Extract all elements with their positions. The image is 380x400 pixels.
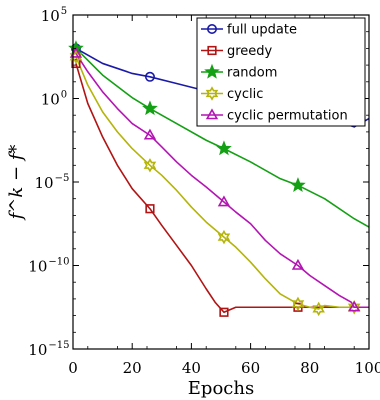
legend-item-cyclic: cyclic (201, 86, 263, 102)
y-tick-exponent: −15 (48, 340, 69, 351)
x-tick-label: 0 (68, 359, 78, 377)
y-tick-label: 10 −15 (28, 340, 69, 359)
legend-label: full update (227, 23, 297, 38)
x-tick-label: 40 (182, 359, 201, 377)
data-point-greedy (71, 58, 81, 69)
legend-marker (207, 23, 218, 34)
x-tick-label: 80 (300, 359, 319, 377)
y-tick-exponent: 0 (61, 90, 67, 101)
series-line-cyclic-permutation (75, 52, 369, 309)
legend-marker (205, 108, 219, 120)
y-tick-base: 10 (28, 341, 47, 359)
y-tick-label: 10 −5 (35, 173, 70, 192)
legend-marker (205, 86, 219, 101)
legend-item-cyclic-permutation: cyclic permutation (201, 108, 348, 124)
legend-label: random (227, 66, 277, 81)
y-tick-base: 10 (28, 258, 47, 276)
y-tick-exponent: −10 (48, 257, 69, 268)
legend-label: cyclic permutation (227, 109, 348, 124)
legend-item-greedy: greedy (201, 44, 273, 59)
legend-item-random: random (201, 63, 277, 81)
legend-label: cyclic (227, 87, 263, 102)
y-axis-title: f^k − f* (6, 145, 27, 222)
y-tick-label: 10 −10 (28, 257, 69, 276)
legend-label: greedy (227, 44, 273, 59)
data-point-random (142, 100, 158, 116)
data-point-cyclic (312, 301, 325, 317)
legend-item-full-update: full update (201, 23, 297, 38)
data-point-cyclic-permutation (348, 300, 361, 312)
data-point-cyclic (143, 158, 157, 173)
y-tick-exponent: 5 (61, 6, 67, 17)
series-line-cyclic (75, 56, 369, 310)
x-tick-label: 20 (123, 359, 142, 377)
data-point-cyclic-permutation (291, 258, 305, 270)
y-tick-label: 10 0 (41, 90, 67, 109)
data-point-cyclic (291, 296, 305, 312)
data-point-cyclic (347, 300, 361, 315)
y-tick-label: 10 5 (41, 6, 67, 25)
y-tick-exponent: −5 (55, 173, 70, 184)
legend: full update greedy random cyclic cyclic perm… (196, 17, 366, 127)
data-point-cyclic (217, 229, 231, 245)
data-point-greedy (145, 204, 155, 214)
x-tick-label: 60 (241, 359, 260, 377)
y-tick-base: 10 (41, 91, 60, 109)
data-point-random (216, 140, 232, 156)
data-point-cyclic (69, 49, 83, 64)
data-point-random (290, 177, 306, 192)
data-point-full-update (144, 71, 155, 82)
data-point-cyclic-permutation (217, 195, 231, 207)
legend-marker (207, 45, 217, 56)
data-point-cyclic-permutation (143, 128, 157, 140)
data-point-greedy (219, 307, 229, 317)
legend-marker (204, 63, 220, 79)
x-tick-label: 100 (355, 359, 380, 377)
x-tick-labels: 0 20 40 60 80 100 (68, 359, 380, 377)
y-tick-base: 10 (35, 174, 54, 192)
legend-box (196, 17, 366, 127)
x-axis-title: Epochs (188, 378, 254, 399)
y-tick-base: 10 (41, 7, 60, 25)
